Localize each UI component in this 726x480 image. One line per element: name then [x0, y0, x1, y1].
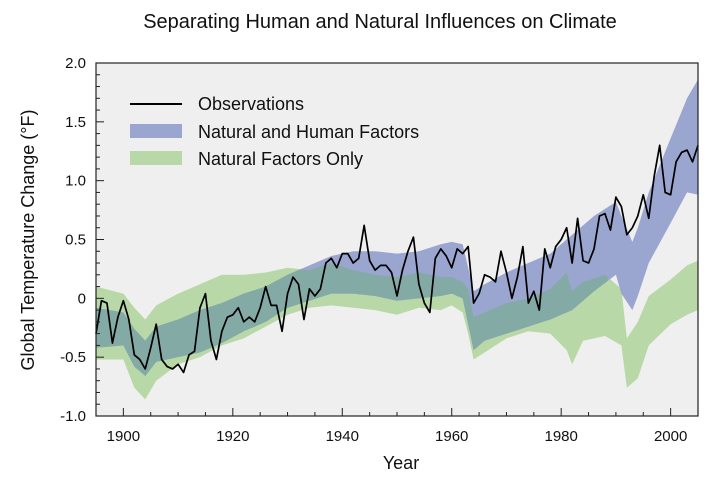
observations-line-group	[95, 144, 699, 374]
x-tick-label: 2000	[654, 428, 687, 445]
y-axis-label: Global Temperature Change (°F)	[18, 110, 38, 371]
plot-frame	[95, 62, 699, 417]
y-tick-label: -0.5	[60, 349, 86, 366]
chart-title: Separating Human and Natural Influences …	[143, 11, 617, 33]
x-axis-label: Year	[383, 453, 419, 473]
y-tick-label: 0	[78, 290, 86, 307]
x-tick-label: 1960	[435, 428, 468, 445]
y-tick-label: 2.0	[65, 55, 86, 72]
axis-ticks-group: 1900 1920 1940 1960 1980 2000 -1.0 -0.5 0 0.5 1.0 1…	[60, 55, 699, 445]
legend-natural-only-swatch	[130, 151, 182, 165]
observations-line	[95, 144, 699, 374]
legend-natural-and-human-swatch	[130, 124, 182, 138]
x-tick-label: 1920	[216, 428, 249, 445]
legend-natural-and-human-label: Natural and Human Factors	[198, 122, 419, 142]
x-tick-label: 1900	[107, 428, 140, 445]
x-tick-label: 1980	[544, 428, 577, 445]
y-tick-label: 0.5	[65, 232, 86, 249]
legend-natural-only-label: Natural Factors Only	[198, 149, 363, 169]
y-tick-label: -1.0	[60, 408, 86, 425]
x-tick-label: 1940	[326, 428, 359, 445]
y-tick-label: 1.5	[65, 114, 86, 131]
legend: Observations Natural and Human Factors N…	[130, 94, 419, 169]
y-tick-label: 1.0	[65, 173, 86, 190]
legend-observations-label: Observations	[198, 94, 304, 114]
